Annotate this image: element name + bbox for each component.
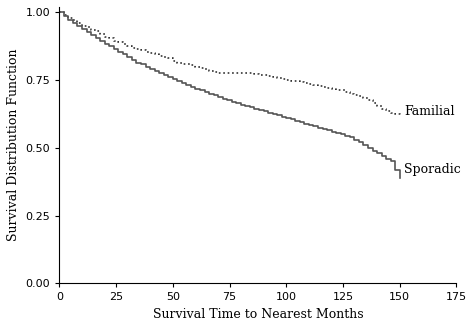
- Y-axis label: Survival Distribution Function: Survival Distribution Function: [7, 49, 20, 241]
- X-axis label: Survival Time to Nearest Months: Survival Time to Nearest Months: [153, 308, 363, 321]
- Text: Sporadic: Sporadic: [404, 163, 461, 176]
- Text: Familial: Familial: [404, 105, 455, 118]
